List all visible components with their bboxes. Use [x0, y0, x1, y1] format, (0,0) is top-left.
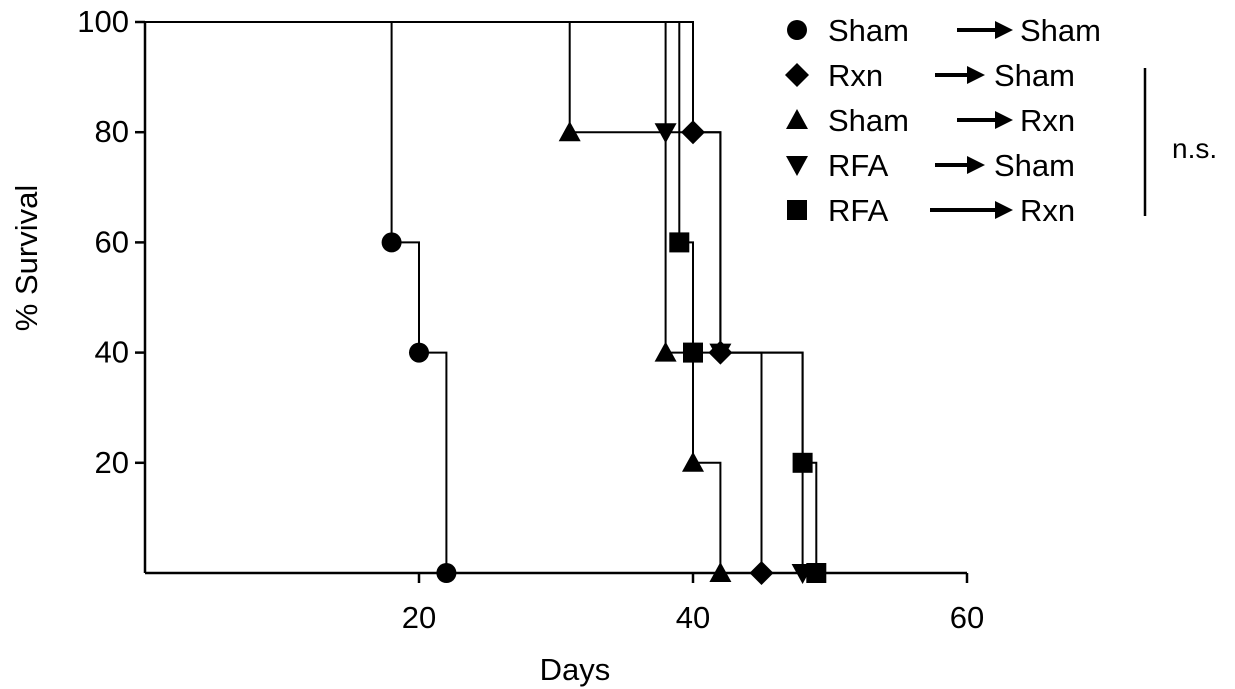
legend-arrow-head — [995, 21, 1013, 39]
legend-to-label: Sham — [994, 58, 1075, 93]
legend-marker-circle — [787, 20, 807, 40]
legend-arrow-head — [967, 156, 985, 174]
legend-from-label: RFA — [828, 193, 889, 228]
legend-item: Sham Rxn — [786, 103, 1075, 138]
data-point-square — [806, 563, 827, 583]
x-tick-label: 20 — [402, 600, 436, 635]
legend-from-label: Sham — [828, 103, 909, 138]
y-tick-label: 40 — [95, 335, 129, 370]
legend-marker-triangle-down — [786, 156, 808, 176]
data-point-triangle-up — [654, 341, 677, 362]
x-tick-label: 60 — [950, 600, 984, 635]
legend-item: Rxn Sham — [785, 58, 1075, 93]
data-point-circle — [409, 342, 429, 363]
legend-marker-square — [787, 200, 807, 220]
legend-to-label: Sham — [994, 148, 1075, 183]
legend-to-label: Sham — [1020, 13, 1101, 48]
y-tick-label: 80 — [95, 114, 129, 149]
legend: Sham Sham Rxn Sham Sham Rxn RFA Sham RFA Rxn — [785, 13, 1101, 228]
data-point-circle — [381, 232, 402, 253]
data-point-circle — [436, 563, 457, 583]
legend-arrow-head — [995, 201, 1013, 219]
legend-arrow-head — [967, 66, 985, 84]
legend-marker-diamond — [785, 63, 809, 87]
legend-from-label: Rxn — [828, 58, 883, 93]
data-point-square — [683, 342, 703, 363]
data-point-triangle-up — [558, 121, 581, 142]
legend-to-label: Rxn — [1020, 193, 1075, 228]
data-point-square — [792, 452, 813, 473]
significance-label: n.s. — [1172, 133, 1217, 164]
series-line-5 — [145, 21, 818, 573]
data-point-triangle-up — [682, 451, 704, 472]
y-tick-label: 60 — [95, 224, 129, 259]
data-point-square — [669, 232, 690, 253]
series-line-2 — [145, 21, 763, 573]
y-tick-label: 100 — [77, 4, 129, 39]
legend-marker-triangle-up — [786, 109, 808, 129]
series-markers — [381, 120, 827, 585]
data-point-triangle-down — [709, 343, 732, 364]
legend-item: Sham Sham — [787, 13, 1101, 48]
x-axis-title: Days — [540, 652, 611, 687]
legend-from-label: RFA — [828, 148, 889, 183]
legend-arrow-head — [995, 111, 1013, 129]
y-axis-title: % Survival — [9, 185, 44, 331]
legend-item: RFA Rxn — [787, 193, 1075, 228]
x-tick-label: 40 — [676, 600, 710, 635]
series-line-3 — [145, 21, 722, 573]
legend-to-label: Rxn — [1020, 103, 1075, 138]
y-tick-label: 20 — [95, 445, 129, 480]
data-point-diamond — [749, 561, 774, 585]
series-line-1 — [145, 21, 448, 573]
data-point-triangle-up — [709, 562, 732, 582]
series-lines — [145, 21, 818, 573]
legend-item: RFA Sham — [786, 148, 1075, 183]
data-point-triangle-down — [654, 123, 677, 144]
axes: 20 40 60 80 100 20 40 60 — [77, 4, 984, 635]
series-line-4 — [145, 21, 804, 573]
legend-from-label: Sham — [828, 13, 909, 48]
data-point-diamond — [681, 120, 705, 145]
